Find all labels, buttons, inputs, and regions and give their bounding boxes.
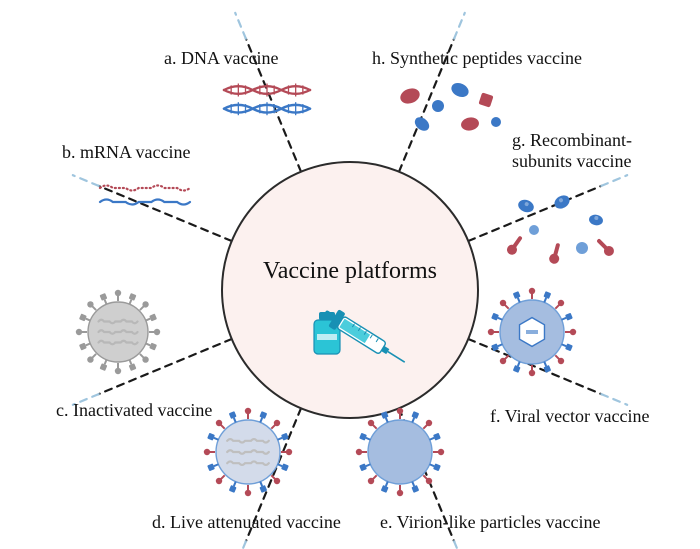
figure-stage: Vaccine platforms a. DNA vaccine b. mRNA…: [0, 0, 700, 549]
center-title: Vaccine platforms: [230, 258, 470, 285]
label-d-attenuated: d. Live attenuated vaccine: [152, 512, 341, 533]
label-b-mrna: b. mRNA vaccine: [62, 142, 190, 163]
viral-vector-icon: [488, 288, 576, 376]
inactivated-virus-icon: [76, 290, 160, 374]
dna-icon: [224, 83, 310, 115]
vlp-virus-icon: [356, 408, 444, 496]
label-h-peptides: h. Synthetic peptides vaccine: [372, 48, 582, 69]
label-f-viral-vector: f. Viral vector vaccine: [490, 406, 650, 427]
label-e-vlp: e. Virion-like particles vaccine: [380, 512, 601, 533]
center-circle: [222, 162, 478, 418]
label-c-inactivated: c. Inactivated vaccine: [56, 400, 212, 421]
mrna-icon: [100, 186, 190, 205]
attenuated-virus-icon: [204, 408, 292, 496]
label-a-dna: a. DNA vaccine: [164, 48, 278, 69]
subunits-icon: [505, 193, 616, 265]
label-g-subunits: g. Recombinant- subunits vaccine: [512, 130, 632, 171]
peptides-icon: [398, 80, 501, 133]
